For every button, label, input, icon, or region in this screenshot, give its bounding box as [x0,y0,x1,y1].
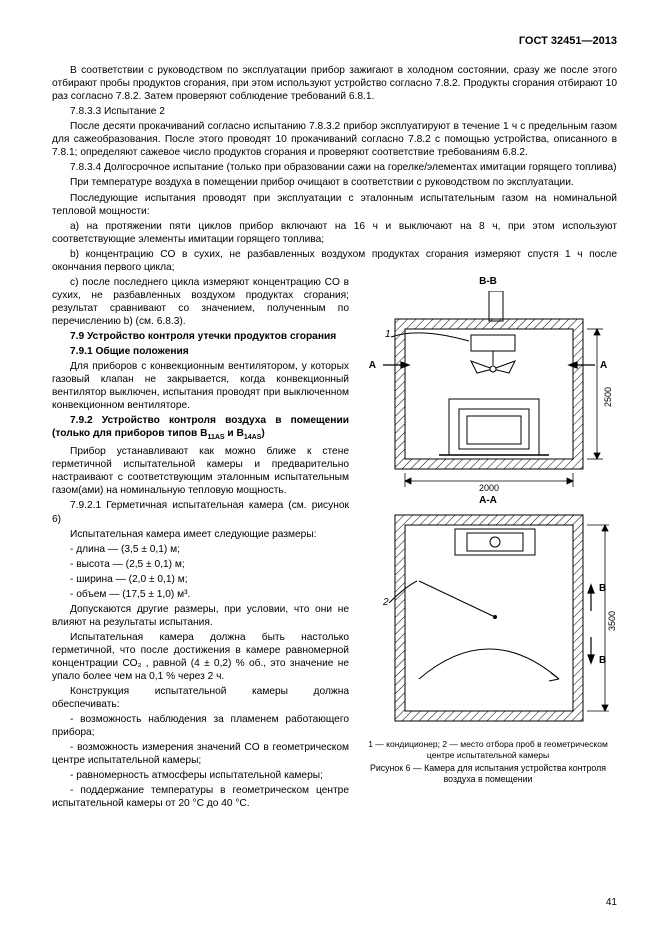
page-number: 41 [606,897,617,910]
paragraph: - поддержание температуры в геометрическ… [52,784,349,810]
elevation-bb-diagram: А А 1 2000 [359,291,617,491]
plan-aa-diagram: 2 В В 3500 [359,509,617,739]
list-item-a: a) на протяжении пяти циклов прибор вклю… [52,220,617,246]
size-volume: - объем — (17,5 ± 1,0) м³. [52,588,349,601]
svg-text:2000: 2000 [479,483,499,491]
paragraph: - возможность наблюдения за пламенем раб… [52,713,349,739]
section-7-9: 7.9 Устройство контроля утечки продуктов… [52,330,349,343]
page: ГОСТ 32451—2013 В соответствии с руковод… [0,0,661,936]
paragraph-7-9-1: Для приборов с конвекционным вентиляторо… [52,360,349,412]
figure-caption: Рисунок 6 — Камера для испытания устройс… [359,763,617,785]
svg-text:А: А [369,360,376,371]
list-item-c: c) после последнего цикла измеряют конце… [52,276,349,328]
section-label-aa: А-А [359,495,617,508]
figure-legend: 1 — кондиционер; 2 — место отбора проб в… [359,739,617,760]
svg-text:2500: 2500 [603,387,613,407]
paragraph: 7.8.3.3 Испытание 2 [52,105,617,118]
paragraph: В соответствии с руководством по эксплуа… [52,64,617,103]
paragraph: Последующие испытания проводят при экспл… [52,192,617,218]
two-column-layout: c) после последнего цикла измеряют конце… [52,276,617,813]
paragraph: 7.8.3.4 Долгосрочное испытание (только п… [52,161,617,174]
paragraph-7-9-2-1: 7.9.2.1 Герметичная испытательная камера… [52,499,349,525]
paragraph: При температуре воздуха в помещении приб… [52,176,617,189]
section-label-bb: В-В [359,276,617,289]
paragraph: Испытательная камера должна быть настоль… [52,631,349,683]
section-7-9-2: 7.9.2 Устройство контроля воздуха в поме… [52,414,349,443]
size-width: - ширина — (2,0 ± 0,1) м; [52,573,349,586]
paragraph: Допускаются другие размеры, при условии,… [52,603,349,629]
size-height: - высота — (2,5 ± 0,1) м; [52,558,349,571]
paragraph: Конструкция испытательной камеры должна … [52,685,349,711]
list-item-b: b) концентрацию CO в сухих, не разбавлен… [52,248,617,274]
paragraph: После десяти прокачиваний согласно испыт… [52,120,617,159]
size-length: - длина — (3,5 ± 0,1) м; [52,543,349,556]
svg-text:3500: 3500 [607,611,617,631]
left-column: c) после последнего цикла измеряют конце… [52,276,349,813]
svg-text:1: 1 [385,329,391,340]
document-header: ГОСТ 32451—2013 [52,34,617,48]
right-column: В-В [359,276,617,785]
svg-text:2: 2 [382,597,389,608]
paragraph: - равномерность атмосферы испытательной … [52,769,349,782]
section-7-9-1: 7.9.1 Общие положения [52,345,349,358]
svg-text:А: А [600,360,607,371]
paragraph-7-9-2: Прибор устанавливают как можно ближе к с… [52,445,349,497]
paragraph: - возможность измерения значений CO в ге… [52,741,349,767]
sizes-intro: Испытательная камера имеет следующие раз… [52,528,349,541]
